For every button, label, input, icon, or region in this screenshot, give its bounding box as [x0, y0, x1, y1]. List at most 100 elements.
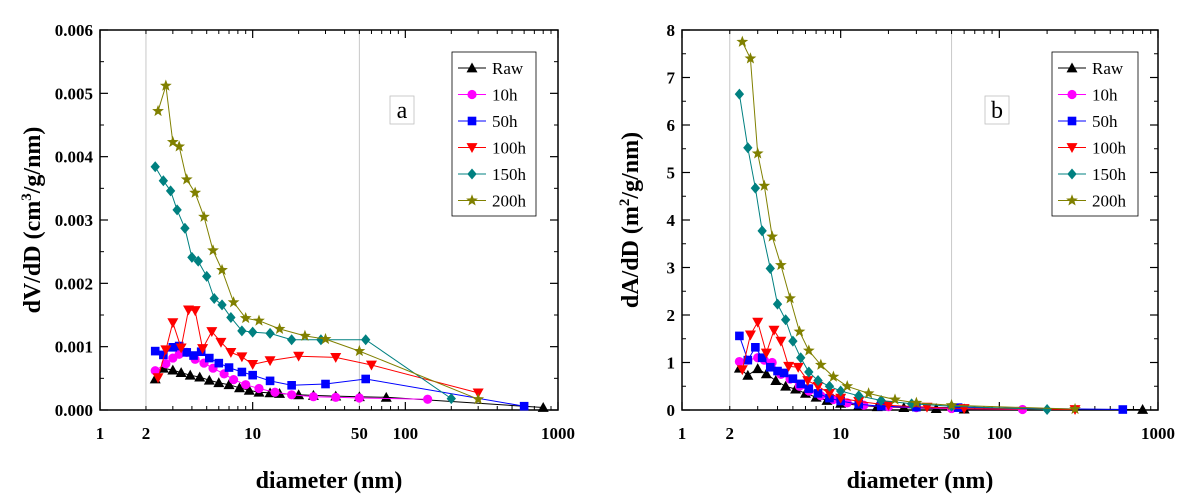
- data-point: [293, 389, 305, 400]
- data-point: [227, 296, 240, 308]
- x-tick-label: 10: [244, 424, 261, 443]
- y-axis-title-part: /g/nm): [618, 132, 644, 200]
- data-point: [365, 360, 377, 371]
- data-point: [380, 391, 392, 402]
- data-point: [247, 326, 258, 338]
- data-point: [209, 293, 219, 305]
- data-point: [757, 353, 767, 363]
- data-point: [446, 393, 456, 405]
- data-point: [197, 344, 209, 355]
- data-point: [743, 355, 753, 365]
- data-point: [286, 334, 297, 346]
- legend-label: 100h: [492, 139, 527, 158]
- series-line: [738, 94, 1048, 410]
- legend-marker: [1066, 143, 1078, 153]
- data-point: [766, 230, 779, 242]
- data-point: [175, 367, 187, 378]
- legend-label: 150h: [1092, 165, 1127, 184]
- data-point: [770, 375, 782, 385]
- data-point: [160, 345, 172, 356]
- y-tick-label: 0: [667, 401, 676, 420]
- legend-marker: [466, 194, 478, 206]
- panel-label: b: [991, 98, 1003, 124]
- data-point: [812, 381, 824, 392]
- data-point: [361, 334, 371, 346]
- series-line: [154, 367, 544, 408]
- data-point: [234, 382, 246, 393]
- legend-marker: [1067, 116, 1077, 126]
- data-point: [265, 376, 275, 386]
- data-point: [734, 356, 744, 367]
- y-tick-label: 7: [667, 69, 676, 88]
- x-tick-label: 1000: [1141, 424, 1175, 443]
- y-axis-title: dA/dD (m2/g/nm): [617, 132, 644, 308]
- data-point: [215, 337, 227, 348]
- data-point: [889, 393, 901, 405]
- x-tick-label: 1000: [541, 424, 575, 443]
- legend-marker: [467, 168, 477, 180]
- data-point: [265, 327, 275, 339]
- data-point: [253, 314, 265, 326]
- x-tick-label: 50: [351, 424, 368, 443]
- data-point: [173, 140, 186, 152]
- legend: Raw 10h 50h 100h 150h 200h: [451, 51, 537, 217]
- data-point: [167, 318, 179, 329]
- data-point: [207, 244, 219, 256]
- data-point: [757, 225, 767, 237]
- series-150h: [150, 161, 456, 405]
- x-axis-title: diameter (nm): [847, 468, 994, 494]
- data-point: [194, 371, 206, 382]
- data-point: [159, 350, 168, 360]
- series-150h: [734, 88, 1052, 416]
- y-tick-label: 2: [667, 306, 676, 325]
- data-point: [293, 351, 305, 362]
- data-point: [783, 361, 795, 372]
- data-point: [773, 366, 782, 376]
- data-point: [827, 370, 840, 382]
- series-line: [157, 309, 479, 394]
- series-200h: [152, 79, 485, 405]
- x-tick-label: 1: [96, 424, 105, 443]
- data-point: [796, 352, 806, 364]
- data-point: [150, 366, 160, 376]
- data-point: [736, 35, 749, 47]
- y-tick-label: 4: [667, 211, 676, 230]
- data-point: [765, 362, 775, 372]
- data-point: [184, 369, 196, 380]
- data-point: [519, 401, 529, 411]
- x-tick-label: 100: [987, 424, 1013, 443]
- y-tick-label: 0.001: [55, 338, 93, 357]
- data-point: [353, 344, 366, 357]
- chart-panel-a: 1 2 10 50 100 1000 0.000 0.001 0.002 0.003 0.004 0.…: [19, 21, 575, 494]
- y-tick-label: 0.005: [55, 84, 93, 103]
- data-point: [247, 360, 259, 370]
- data-point: [203, 374, 215, 385]
- data-point: [779, 368, 789, 378]
- y-tick-label: 1: [667, 354, 676, 373]
- data-point: [823, 388, 835, 399]
- series-100h: [152, 305, 484, 399]
- data-point: [198, 210, 210, 222]
- data-point: [225, 347, 237, 358]
- data-point: [835, 393, 847, 404]
- data-point: [1042, 404, 1052, 416]
- data-point: [214, 358, 224, 368]
- data-point: [330, 353, 342, 363]
- data-point: [237, 367, 247, 377]
- y-axis-title: dV/dD (cm3/g/nm): [19, 127, 46, 314]
- data-point: [804, 384, 814, 393]
- legend-label: 100h: [1092, 139, 1127, 158]
- data-point: [287, 381, 296, 390]
- data-point: [772, 298, 783, 310]
- data-point: [152, 373, 164, 384]
- legend-frame: [451, 51, 537, 217]
- data-point: [270, 387, 280, 397]
- legend-marker: [467, 116, 477, 126]
- data-point: [1069, 402, 1081, 415]
- data-point: [165, 185, 176, 197]
- data-point: [734, 88, 745, 100]
- legend-marker: [1066, 194, 1078, 206]
- data-point: [802, 344, 815, 356]
- legend-label: Raw: [492, 59, 524, 78]
- series-line: [157, 85, 479, 400]
